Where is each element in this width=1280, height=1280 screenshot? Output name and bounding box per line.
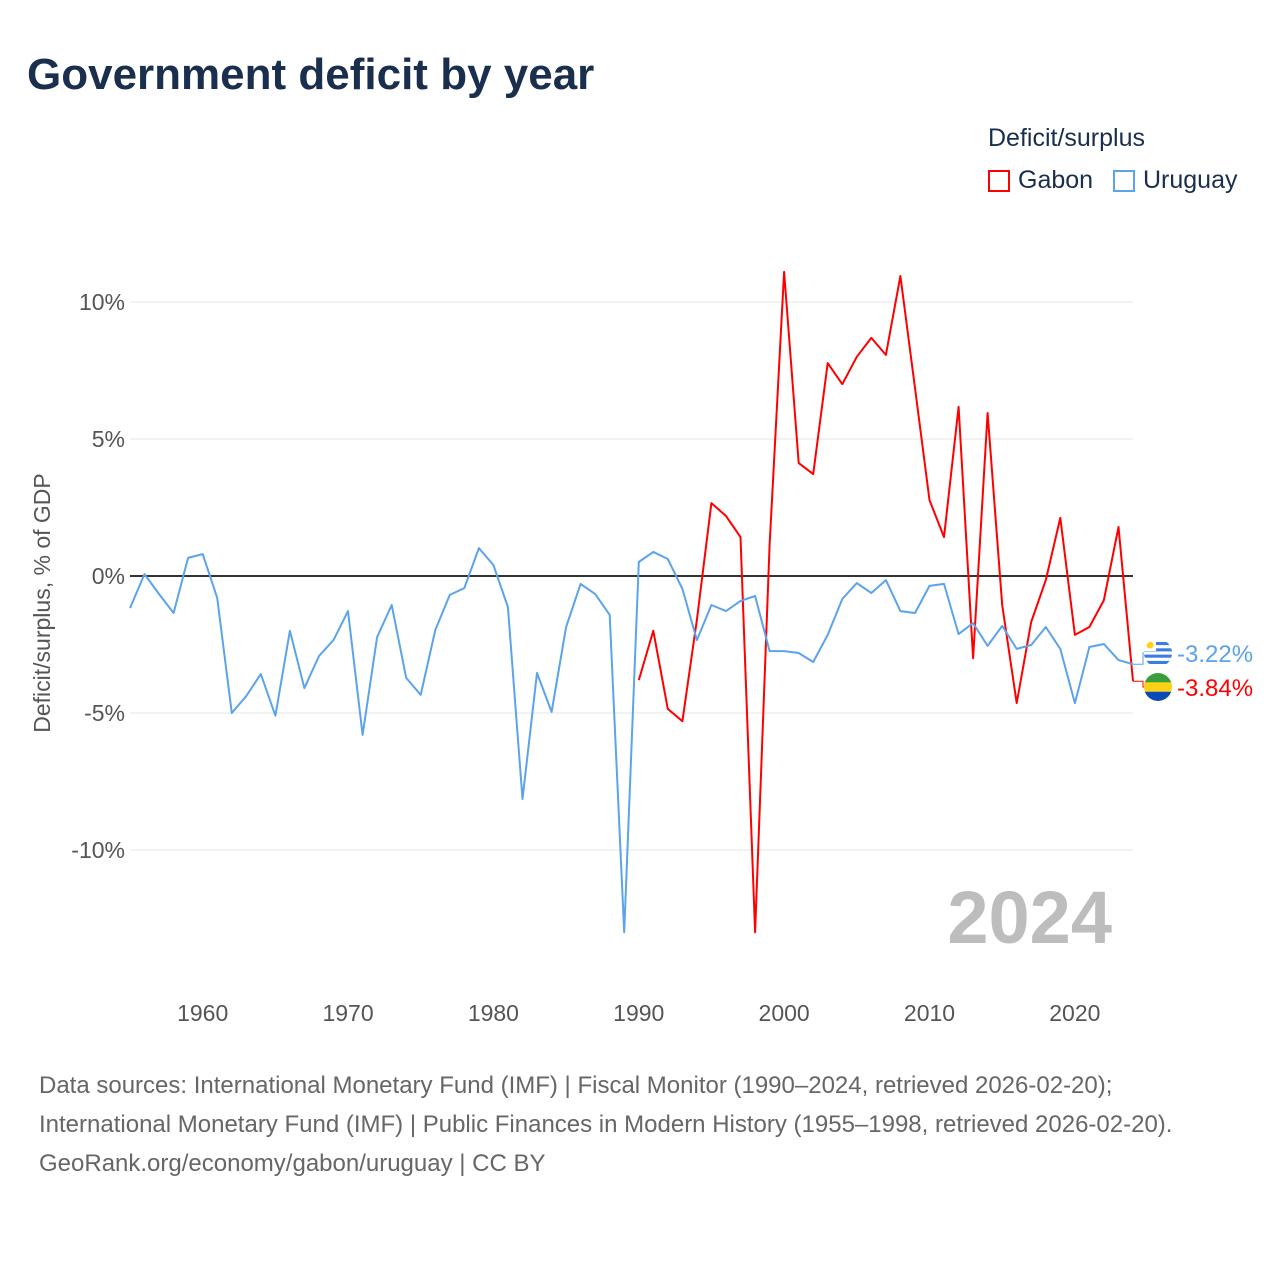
source-line-2: International Monetary Fund (IMF) | Publ… <box>39 1111 1173 1138</box>
end-label-uruguay: -3.22% <box>1177 641 1253 668</box>
end-label-gabon: -3.84% <box>1177 675 1253 702</box>
x-tick-label: 1970 <box>322 1000 373 1026</box>
y-tick-label: 0% <box>92 563 125 589</box>
x-tick-label: 2000 <box>759 1000 810 1026</box>
flag-stripe <box>1144 642 1172 646</box>
legend-title: Deficit/surplus <box>988 124 1145 152</box>
series-line-uruguay <box>129 547 1134 934</box>
series-line-gabon <box>637 270 1134 934</box>
x-tick-label: 2010 <box>904 1000 955 1026</box>
year-watermark: 2024 <box>947 876 1112 959</box>
x-tick-label: 2020 <box>1049 1000 1100 1026</box>
flag-stripe <box>1144 660 1172 664</box>
flag-stripe <box>1144 648 1172 652</box>
source-link[interactable]: GeoRank.org/economy/gabon/uruguay | CC B… <box>39 1150 546 1177</box>
chart-title: Government deficit by year <box>27 50 595 99</box>
legend-label-gabon: Gabon <box>1018 166 1094 194</box>
y-axis-label: Deficit/surplus, % of GDP <box>29 473 55 732</box>
flag-stripe <box>1144 682 1172 692</box>
legend-swatch-uruguay <box>1113 169 1135 192</box>
legend-item-uruguay[interactable]: Uruguay <box>1113 166 1238 195</box>
legend-swatch-gabon <box>988 169 1010 192</box>
y-tick-label: 10% <box>79 289 125 315</box>
flag-stripe <box>1144 691 1172 701</box>
y-tick-label: 5% <box>92 426 125 452</box>
y-tick-label: -10% <box>71 837 125 863</box>
flag-stripe <box>1144 654 1172 658</box>
legend-item-gabon[interactable]: Gabon <box>988 166 1093 195</box>
flag-sun <box>1146 641 1154 649</box>
sources-note: Data sources: International Monetary Fun… <box>39 1066 1239 1183</box>
flag-gabon-icon <box>1144 673 1172 701</box>
legend-label-uruguay: Uruguay <box>1143 166 1238 194</box>
y-tick-label: -5% <box>84 700 125 726</box>
end-connector-uruguay <box>1133 652 1145 665</box>
x-tick-label: 1960 <box>177 1000 228 1026</box>
x-tick-label: 1990 <box>613 1000 664 1026</box>
flag-stripe <box>1144 673 1172 683</box>
end-connector-gabon <box>1133 680 1145 688</box>
source-line-1: Data sources: International Monetary Fun… <box>39 1072 1113 1099</box>
flag-uruguay-icon <box>1144 639 1172 667</box>
x-tick-label: 1980 <box>468 1000 519 1026</box>
